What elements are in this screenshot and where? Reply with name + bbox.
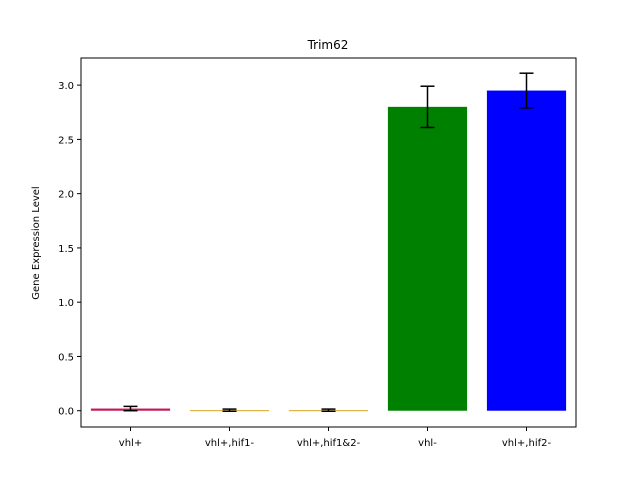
y-tick-label-1: 0.5: [58, 352, 74, 363]
x-tick-label-3: vhl-: [418, 438, 437, 449]
x-tick-label-0: vhl+: [119, 438, 142, 449]
plot-area: 0.0 0.5 1.0 1.5 2.0 2.5 3.0 vhl+ vhl+,hif1- vhl+,…: [58, 72, 567, 449]
y-tick-label-3: 1.5: [58, 244, 74, 255]
bar-4: [486, 90, 567, 411]
axes-frame: [80, 57, 577, 428]
y-axis-label: Gene Expression Level: [31, 186, 42, 299]
y-tick-label-5: 2.5: [58, 135, 74, 146]
y-tick-label-6: 3.0: [58, 81, 74, 92]
x-tick-label-1: vhl+,hif1-: [205, 438, 255, 449]
y-tick-label-0: 0.0: [58, 407, 74, 418]
y-tick-label-4: 2.0: [58, 190, 74, 201]
bar-3: [387, 106, 468, 411]
chart-title: Trim62: [307, 38, 349, 52]
y-tick-label-2: 1.0: [58, 298, 74, 309]
x-tick-label-2: vhl+,hif1&2-: [297, 438, 361, 449]
x-tick-label-4: vhl+,hif2-: [502, 438, 552, 449]
